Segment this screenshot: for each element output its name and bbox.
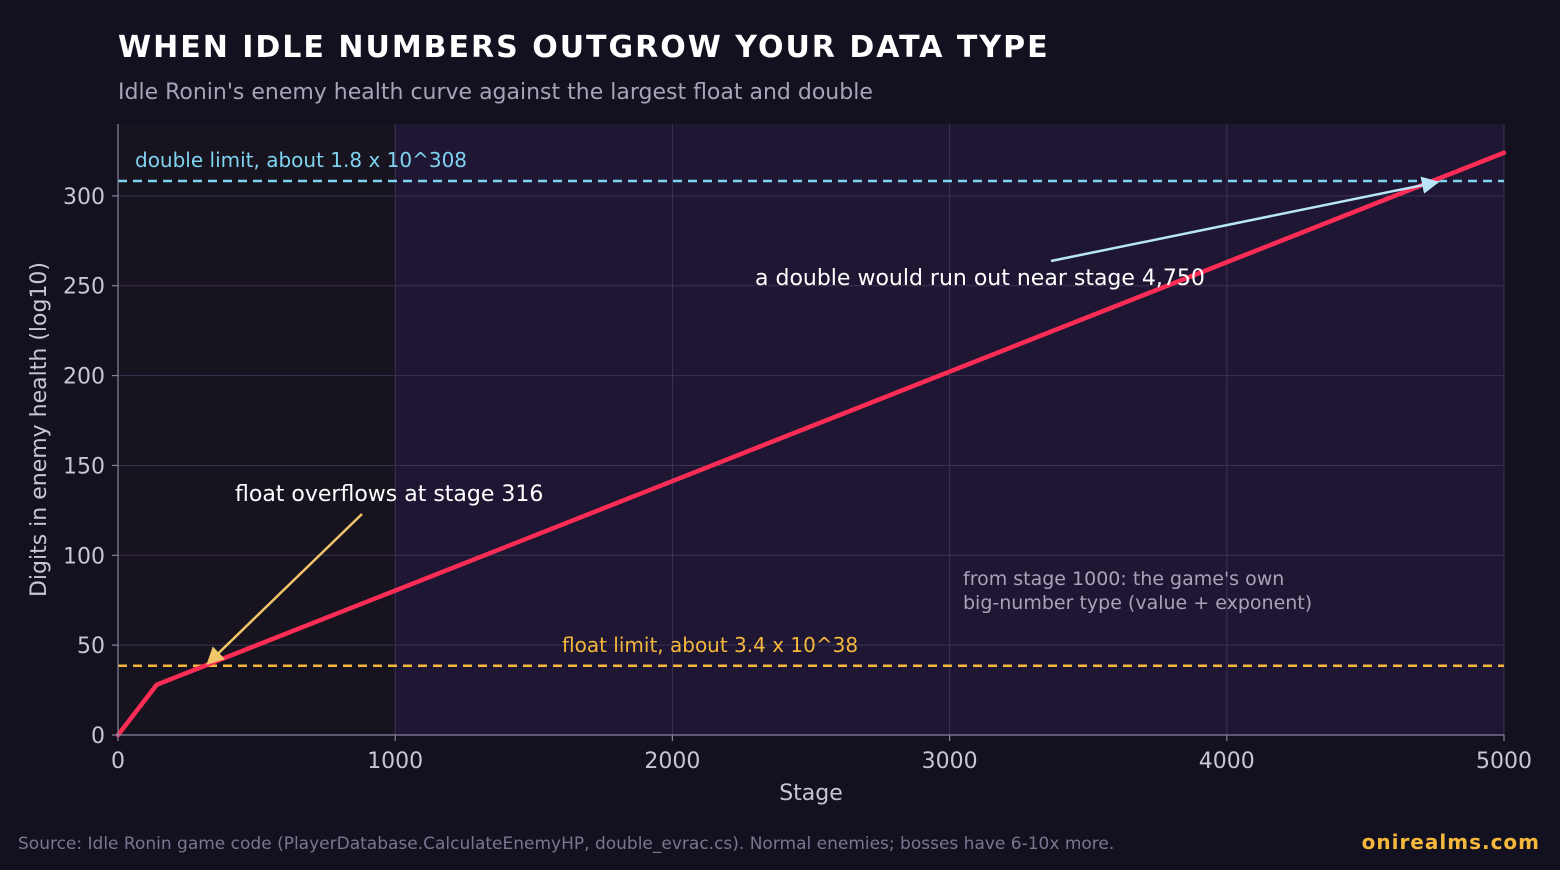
y-tick-label: 50 [77,634,105,659]
enemy-health-series-line [115,150,1507,738]
region-note-line: big-number type (value + exponent) [963,592,1312,614]
double-limit-annotation: a double would run out near stage 4,750 [755,266,1205,291]
float-overflow-annotation: float overflows at stage 316 [235,482,543,507]
x-axis-label: Stage [779,781,843,806]
chart-subtitle: Idle Ronin's enemy health curve against … [118,80,873,105]
x-tick-label: 2000 [644,749,700,774]
double-limit-arrow [1050,176,1440,263]
x-tick-label: 3000 [922,749,978,774]
y-axis-label: Digits in enemy health (log10) [27,262,52,597]
double-limit-label: double limit, about 1.8 x 10^308 [135,148,467,172]
x-tick-label: 1000 [367,749,423,774]
y-tick-label: 300 [63,185,105,210]
y-tick-label: 0 [91,724,105,749]
y-tick-label: 250 [63,275,105,300]
region-note-line: from stage 1000: the game's own [963,568,1284,590]
chart-title: WHEN IDLE NUMBERS OUTGROW YOUR DATA TYPE [118,30,1050,65]
y-tick-label: 200 [63,365,105,390]
x-tick-label: 5000 [1476,749,1532,774]
plot-region-builtin [118,124,396,735]
source-note: Source: Idle Ronin game code (PlayerData… [18,834,1115,854]
y-tick-label: 100 [63,544,105,569]
float-overflow-arrow [206,513,363,665]
y-tick-label: 150 [63,454,105,479]
brand-logo: onirealms.com [1361,830,1540,854]
float-limit-label: float limit, about 3.4 x 10^38 [562,633,858,657]
x-tick-label: 0 [111,749,125,774]
x-tick-label: 4000 [1199,749,1255,774]
